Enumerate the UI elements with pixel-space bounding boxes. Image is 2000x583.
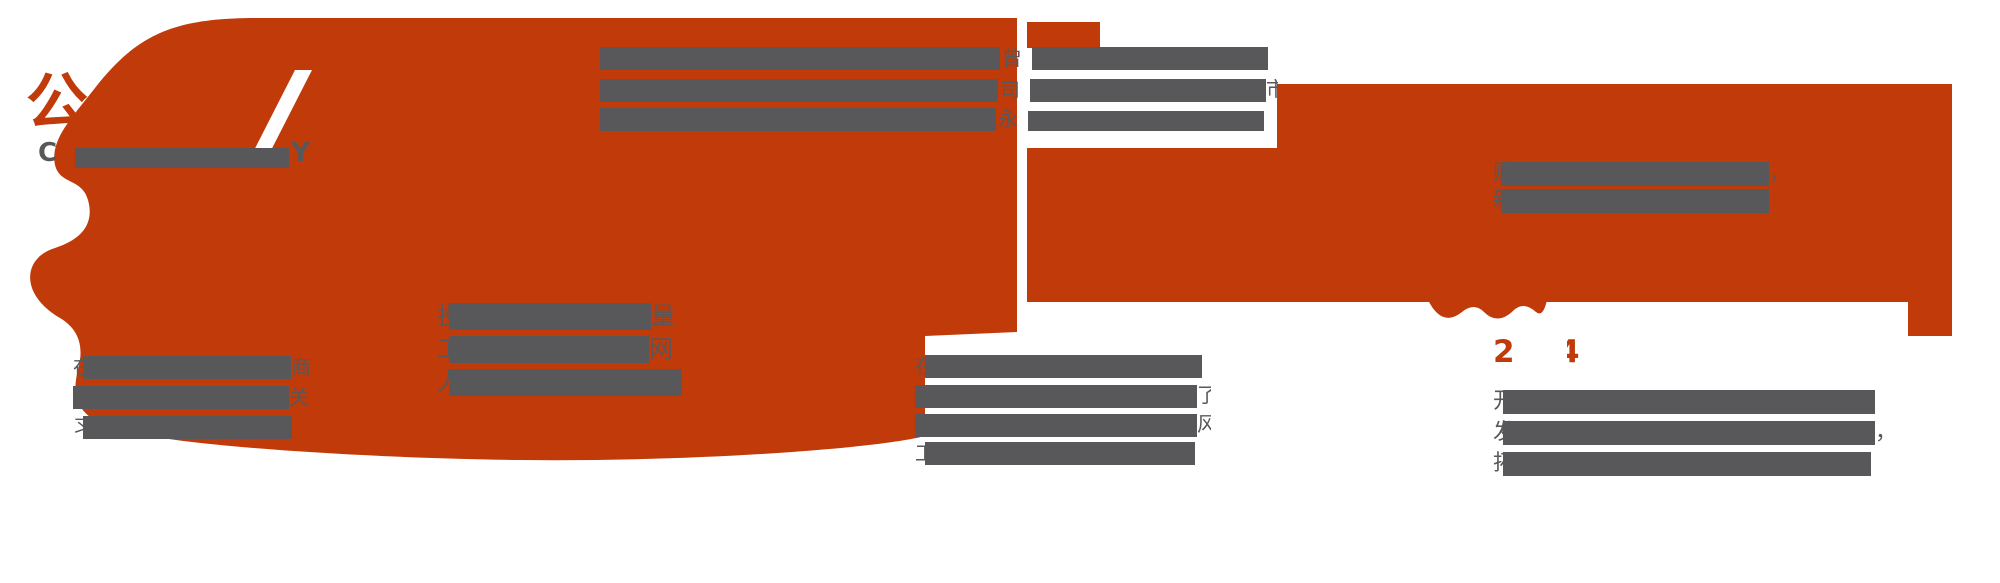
redaction-bar	[73, 386, 289, 409]
redaction-bar	[600, 79, 998, 102]
cursive-flourish-tail	[1428, 300, 1547, 319]
clipped-fragment: 风	[1197, 412, 1211, 436]
redaction-bar	[1501, 189, 1770, 213]
left-paragraph-line: 在商	[73, 355, 311, 380]
banner-caption-line: 新	[1493, 188, 1770, 214]
redaction-bar	[1501, 162, 1770, 186]
right-paragraph-line: 拓	[1493, 451, 1872, 477]
subtitle-redaction-bar	[75, 148, 290, 168]
right-paragraph-line: 发，	[1493, 420, 1897, 446]
text-fragment: 商	[291, 355, 311, 379]
redaction-bar	[925, 442, 1195, 465]
redaction-bar	[1503, 452, 1872, 476]
top-paragraph-line: 永	[600, 106, 1264, 132]
subtitle-first-letter: C	[38, 138, 58, 168]
year-first-digit: 2	[1493, 334, 1515, 370]
banner-caption-line: 购，	[1493, 161, 1791, 187]
right-orange-banner	[1027, 84, 1952, 336]
text-fragment: 网	[649, 335, 673, 363]
section-title-cn: 公	[26, 66, 89, 139]
redaction-bar	[1503, 390, 1876, 414]
text-fragment: 关	[289, 385, 309, 409]
text-fragment: 司	[1000, 78, 1020, 102]
clipped-fragment: 了	[1197, 383, 1211, 407]
redaction-bar	[1030, 79, 1266, 102]
year-last-digit-fragment: 4	[1566, 334, 1580, 370]
subtitle-last-letter: Y	[291, 138, 310, 168]
top-bar-stub	[1027, 22, 1100, 48]
redaction-bar	[915, 414, 1197, 437]
redaction-bar	[600, 47, 1000, 70]
center-paragraph-line: 了	[915, 383, 1211, 409]
text-fragment: 量	[651, 302, 675, 330]
mid-block-line: 工网	[437, 335, 673, 363]
top-paragraph-line: 司市	[600, 76, 1278, 103]
top-paragraph-line: 曾	[600, 45, 1268, 71]
center-paragraph-line: 工	[915, 441, 1195, 466]
clipped-fragment: 市	[1266, 77, 1278, 101]
redaction-bar	[449, 336, 649, 363]
text-fragment: 曾	[1002, 46, 1022, 70]
redaction-bar	[83, 416, 292, 439]
mid-block-line: 投量	[437, 302, 675, 330]
redaction-bar	[449, 303, 651, 330]
mid-block-line: 人	[437, 368, 682, 396]
redaction-bar	[1028, 111, 1264, 131]
redaction-bar	[915, 385, 1197, 408]
right-paragraph-line: 开	[1493, 389, 1876, 415]
text-fragment: ，	[1769, 161, 1792, 186]
white-slash-cut	[245, 70, 312, 168]
redaction-bar	[1503, 421, 1876, 445]
text-fragment: 永	[998, 107, 1018, 131]
redaction-bar	[925, 355, 1202, 378]
text-fragment: ，	[1875, 420, 1898, 445]
redaction-bar	[449, 369, 682, 396]
center-paragraph-line: 风	[915, 412, 1211, 438]
left-paragraph-line: 关	[73, 385, 309, 410]
left-paragraph-line: 习	[73, 415, 292, 440]
center-paragraph-line: 在	[915, 354, 1202, 379]
redaction-bar	[1032, 47, 1268, 70]
redaction-bar	[83, 356, 291, 379]
redaction-bar	[600, 108, 996, 131]
